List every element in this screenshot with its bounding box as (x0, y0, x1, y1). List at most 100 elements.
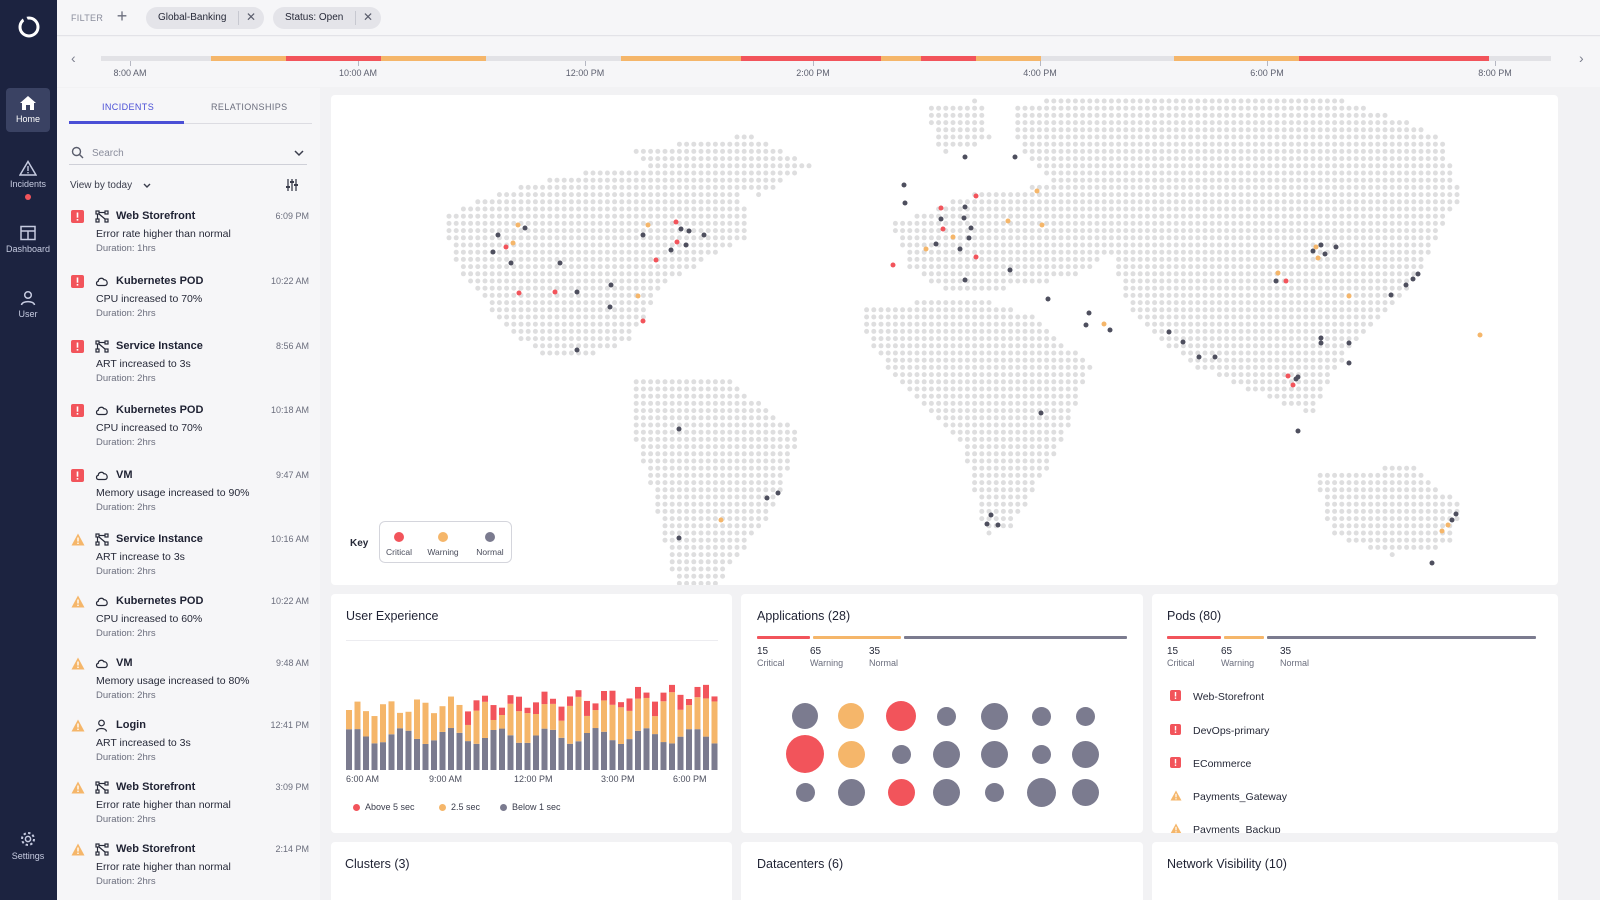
search-input[interactable]: Search (69, 143, 307, 165)
map-incident-marker[interactable] (1403, 282, 1409, 288)
map-incident-marker[interactable] (640, 232, 646, 238)
map-incident-marker[interactable] (1285, 373, 1291, 379)
datacenters-card[interactable]: Datacenters (6) (741, 842, 1143, 900)
pod-item[interactable]: Payments_Gateway (1167, 788, 1527, 806)
map-incident-marker[interactable] (522, 225, 528, 231)
map-incident-marker[interactable] (608, 282, 614, 288)
application-bubble[interactable] (932, 740, 960, 768)
application-bubble[interactable] (837, 740, 865, 768)
map-incident-marker[interactable] (495, 232, 501, 238)
application-bubble[interactable] (1071, 778, 1099, 806)
map-incident-marker[interactable] (676, 426, 682, 432)
map-incident-marker[interactable] (1007, 267, 1013, 273)
map-incident-marker[interactable] (1318, 340, 1324, 346)
map-incident-marker[interactable] (995, 522, 1001, 528)
nav-settings[interactable]: Settings (6, 823, 50, 867)
application-bubble[interactable] (932, 778, 960, 806)
logo-icon[interactable] (16, 14, 42, 40)
map-incident-marker[interactable] (1295, 374, 1301, 380)
map-incident-marker[interactable] (1453, 511, 1459, 517)
filter-settings-icon[interactable] (285, 178, 299, 192)
map-incident-marker[interactable] (923, 246, 929, 252)
map-incident-marker[interactable] (1322, 251, 1328, 257)
application-bubble[interactable] (837, 778, 865, 806)
map-incident-marker[interactable] (938, 216, 944, 222)
application-bubble[interactable] (795, 782, 815, 802)
close-icon[interactable]: ✕ (363, 10, 374, 24)
map-incident-marker[interactable] (1212, 354, 1218, 360)
map-incident-marker[interactable] (1318, 242, 1324, 248)
map-incident-marker[interactable] (607, 304, 613, 310)
map-incident-marker[interactable] (1038, 410, 1044, 416)
map-incident-marker[interactable] (1318, 335, 1324, 341)
map-incident-marker[interactable] (890, 262, 896, 268)
map-incident-marker[interactable] (1439, 528, 1445, 534)
application-bubble[interactable] (936, 706, 956, 726)
map-incident-marker[interactable] (490, 249, 496, 255)
map-incident-marker[interactable] (1166, 329, 1172, 335)
chevron-down-icon[interactable] (293, 147, 305, 159)
map-incident-marker[interactable] (574, 347, 580, 353)
map-incident-marker[interactable] (1429, 560, 1435, 566)
network-visibility-card[interactable]: Network Visibility (10) (1152, 842, 1558, 900)
map-incident-marker[interactable] (674, 239, 680, 245)
incident-item[interactable]: Kubernetes POD 10:18 AM CPU increased to 7… (69, 402, 309, 462)
pod-item[interactable]: DevOps-primary (1167, 722, 1527, 740)
map-incident-marker[interactable] (673, 219, 679, 225)
map-incident-marker[interactable] (1034, 188, 1040, 194)
timeline[interactable]: ‹ › 8:00 AM 10:00 AM 12:00 PM 2:00 PM 4:… (57, 37, 1600, 87)
map-incident-marker[interactable] (1477, 332, 1483, 338)
application-bubble[interactable] (792, 703, 818, 729)
map-incident-marker[interactable] (653, 257, 659, 263)
map-incident-marker[interactable] (901, 182, 907, 188)
application-bubble[interactable] (1026, 777, 1056, 807)
map-incident-marker[interactable] (503, 244, 509, 250)
nav-dashboard[interactable]: Dashboard (6, 218, 50, 262)
map-incident-marker[interactable] (1283, 278, 1289, 284)
map-incident-marker[interactable] (508, 260, 514, 266)
tab-relationships[interactable]: RELATIONSHIPS (211, 102, 288, 112)
application-bubble[interactable] (980, 740, 1008, 768)
map-incident-marker[interactable] (683, 242, 689, 248)
map-incident-marker[interactable] (1410, 276, 1416, 282)
map-incident-marker[interactable] (676, 535, 682, 541)
map-incident-marker[interactable] (1310, 248, 1316, 254)
map-incident-marker[interactable] (1180, 339, 1186, 345)
map-incident-marker[interactable] (1045, 296, 1051, 302)
application-bubble[interactable] (980, 702, 1008, 730)
incident-item[interactable]: Service Instance 8:56 AM ART increased to … (69, 338, 309, 398)
chevron-down-icon[interactable] (142, 181, 152, 191)
map-incident-marker[interactable] (973, 254, 979, 260)
application-bubble[interactable] (887, 778, 915, 806)
map-incident-marker[interactable] (552, 289, 558, 295)
map-incident-marker[interactable] (962, 154, 968, 160)
incident-item[interactable]: Kubernetes POD 10:22 AM CPU increased to 6… (69, 593, 309, 653)
map-incident-marker[interactable] (988, 512, 994, 518)
map-incident-marker[interactable] (516, 290, 522, 296)
map-incident-marker[interactable] (1086, 310, 1092, 316)
map-incident-marker[interactable] (1196, 354, 1202, 360)
clusters-card[interactable]: Clusters (3) (331, 842, 732, 900)
incident-item[interactable]: Kubernetes POD 10:22 AM CPU increased to 7… (69, 273, 309, 333)
map-incident-marker[interactable] (1295, 428, 1301, 434)
application-bubble[interactable] (786, 735, 824, 773)
incident-item[interactable]: Login 12:41 PM ART increased to 3s Duration… (69, 717, 309, 777)
map-incident-marker[interactable] (1346, 293, 1352, 299)
map-incident-marker[interactable] (957, 246, 963, 252)
map-incident-marker[interactable] (1107, 327, 1113, 333)
map-incident-marker[interactable] (1449, 517, 1455, 523)
application-bubble[interactable] (1071, 740, 1099, 768)
map-incident-marker[interactable] (902, 200, 908, 206)
map-incident-marker[interactable] (686, 228, 692, 234)
map-incident-marker[interactable] (966, 235, 972, 241)
application-bubble[interactable] (1075, 706, 1095, 726)
map-incident-marker[interactable] (1346, 340, 1352, 346)
map-incident-marker[interactable] (1101, 321, 1107, 327)
nav-user[interactable]: User (6, 283, 50, 327)
map-incident-marker[interactable] (940, 226, 946, 232)
application-bubble[interactable] (1031, 706, 1051, 726)
pod-item[interactable]: Payments_Backup (1167, 821, 1527, 833)
chevron-left-icon[interactable]: ‹ (71, 50, 76, 66)
map-incident-marker[interactable] (938, 205, 944, 211)
map-incident-marker[interactable] (961, 215, 967, 221)
